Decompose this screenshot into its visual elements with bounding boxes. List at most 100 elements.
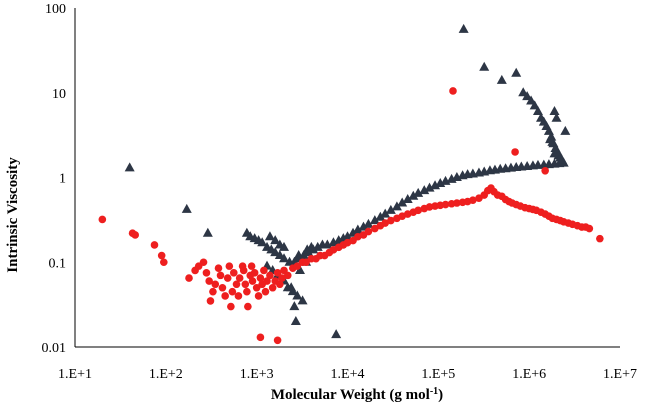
triangle-point [479, 61, 490, 71]
circle-point [441, 200, 450, 209]
circle-point [157, 251, 166, 260]
y-tick-label: 10 [52, 87, 66, 102]
triangle-point [413, 187, 424, 197]
circle-point [256, 333, 265, 342]
triangle-point [363, 218, 374, 228]
triangle-point [202, 227, 213, 237]
y-tick-label: 0.01 [42, 341, 67, 356]
circle-point [218, 283, 227, 292]
triangle-point [402, 194, 413, 204]
triangle-point [312, 241, 323, 251]
triangle-point [290, 315, 301, 325]
triangle-point [264, 231, 275, 241]
triangle-point [279, 253, 290, 263]
triangle-point [369, 215, 380, 225]
circle-point [234, 292, 243, 300]
x-tick-label: 1.E+6 [512, 367, 546, 382]
triangle-point [270, 247, 281, 257]
x-axis-title-close: ) [438, 387, 443, 403]
triangle-point [408, 190, 419, 200]
circle-point [364, 227, 373, 236]
circle-point [453, 199, 461, 207]
circle-point [511, 148, 519, 156]
triangle-point [391, 201, 402, 211]
circle-point [98, 215, 107, 224]
x-tick-labels: 1.E+1 1.E+2 1.E+3 1.E+4 1.E+5 1.E+6 1.E+7 [58, 367, 637, 382]
triangle-point [331, 329, 342, 339]
circle-point [273, 269, 282, 277]
triangle-point [124, 162, 135, 172]
x-tick-label: 1.E+7 [603, 367, 637, 382]
circle-point [150, 241, 159, 249]
circle-point [229, 269, 238, 277]
circle-point [209, 287, 217, 296]
circle-point [160, 258, 168, 267]
triangle-point [547, 136, 558, 146]
y-tick-label: 0.1 [49, 256, 67, 271]
triangle-point [279, 241, 290, 251]
x-axis-title: Molecular Weight (g mol-1) [271, 386, 443, 403]
circle-point [205, 277, 213, 285]
circle-point [239, 266, 248, 275]
x-tick-label: 1.E+3 [240, 367, 274, 382]
circle-point [131, 231, 140, 239]
triangle-point [257, 237, 268, 247]
triangle-point [289, 301, 300, 311]
circle-point [206, 297, 215, 305]
triangle-point [511, 67, 522, 77]
triangle-point [385, 204, 396, 214]
x-tick-label: 1.E+2 [149, 367, 183, 382]
triangle-point [397, 197, 408, 207]
triangle-point [522, 91, 533, 101]
x-tick-label: 1.E+5 [421, 367, 455, 382]
triangle-point [526, 95, 537, 105]
circle-point [256, 274, 265, 282]
triangle-point [560, 125, 571, 135]
y-axis-title: Intrinsic Viscosity [5, 157, 21, 273]
y-tick-label: 100 [45, 2, 66, 17]
circle-point [278, 274, 286, 282]
x-tick-label: 1.E+1 [58, 367, 92, 382]
triangle-point [306, 241, 317, 251]
circle-point [449, 87, 457, 95]
circle-point [387, 216, 395, 225]
circle-point [223, 274, 232, 282]
triangle-point [551, 112, 562, 122]
triangle-point [342, 231, 353, 241]
triangle-point [293, 250, 304, 260]
circle-point [414, 206, 422, 215]
triangle-point [529, 100, 540, 110]
circle-point [254, 292, 263, 300]
circle-point [227, 302, 235, 311]
data-points [98, 23, 604, 345]
circle-point [214, 264, 223, 273]
triangle-point [302, 244, 313, 254]
circle-point [283, 271, 292, 280]
triangle-point [424, 182, 435, 192]
triangle-point [557, 154, 568, 164]
circle-point [211, 280, 220, 289]
circle-point [276, 280, 284, 289]
circle-point [221, 292, 229, 300]
triangle-point [458, 23, 469, 33]
circle-point [260, 266, 268, 275]
triangle-point [295, 264, 306, 274]
triangle-point [419, 185, 430, 195]
circle-point [263, 277, 271, 285]
triangle-point [286, 282, 297, 292]
triangle-point [292, 290, 303, 300]
triangle-point [352, 224, 363, 234]
circle-point [185, 274, 193, 282]
circle-point [541, 166, 549, 175]
circle-point [199, 258, 208, 267]
circle-point [244, 302, 252, 311]
triangle-point [532, 106, 543, 116]
circle-point [232, 280, 241, 289]
circle-point [596, 234, 604, 243]
triangle-point [380, 208, 391, 218]
x-tick-label: 1.E+4 [331, 367, 365, 382]
y-tick-labels: 0.01 0.1 1 10 100 [42, 2, 67, 356]
triangle-point [297, 295, 308, 305]
circle-point [266, 271, 274, 280]
